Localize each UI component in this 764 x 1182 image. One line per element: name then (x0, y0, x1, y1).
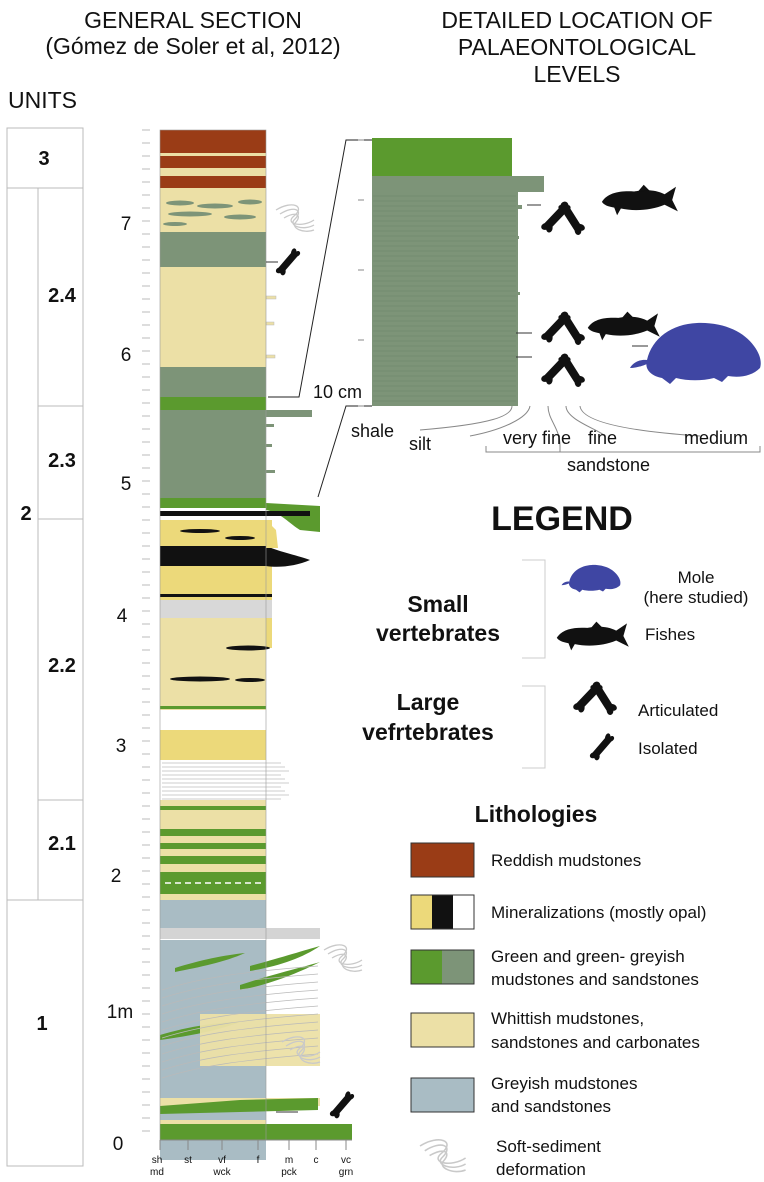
legend-swatch-mineralizations (410, 894, 475, 930)
legend-greyish-label-line2: and sandstones (491, 1097, 611, 1116)
detail-axis-very-fine: very fine (503, 428, 571, 448)
detailed-title-line3: LEVELS (534, 61, 621, 87)
isolated-bone-icon (274, 246, 302, 278)
isolated-bone-icon (588, 731, 616, 763)
grain-axis-pck: pck (281, 1167, 298, 1178)
scale-minor-ticks (142, 129, 150, 1132)
grain-axis-vc: vc (341, 1155, 351, 1166)
legend-large-vertebrates-line2: vefrtebrates (362, 719, 494, 745)
detailed-title-line2: PALAEONTOLOGICAL (458, 34, 696, 60)
legend-swatch-reddish (410, 842, 475, 878)
legend-whitish-label-line2: sandstones and carbonates (491, 1033, 700, 1052)
legend-swatch-greyish (410, 1077, 475, 1113)
unit-2-2-label: 2.2 (48, 655, 76, 677)
legend-large-vertebrates-line1: Large (397, 689, 460, 715)
grain-axis-md: md (150, 1167, 164, 1178)
detail-axis-shale: shale (351, 421, 394, 441)
legend-swatch-green (410, 949, 475, 985)
legend-title: LEGEND (491, 500, 633, 538)
unit-2-1-label: 2.1 (48, 833, 76, 855)
grain-axis-grn: grn (339, 1167, 353, 1178)
grain-axis-wck: wck (212, 1167, 231, 1178)
detail-grain-axis (419, 405, 761, 453)
soft-sediment-deformation-icon (323, 944, 363, 972)
legend-swatch-whitish (410, 1012, 475, 1048)
lithologies-title: Lithologies (475, 801, 598, 827)
legend-articulated-label: Articulated (638, 701, 718, 720)
legend-soft-label-line1: Soft-sediment (496, 1137, 601, 1156)
legend-mole-label-line2: (here studied) (644, 588, 749, 607)
units-title: UNITS (8, 87, 77, 113)
legend-green-label-line2: mudstones and sandstones (491, 970, 699, 989)
legend-brackets (522, 559, 546, 769)
isolated-bone-icon (328, 1089, 356, 1121)
general-section-title: GENERAL SECTION (84, 7, 302, 33)
detail-ticks (358, 139, 648, 407)
detail-axis-sandstone: sandstone (567, 455, 650, 475)
detail-column (372, 138, 544, 406)
grain-axis-vf: vf (218, 1155, 226, 1166)
scale-tick-6: 6 (121, 345, 132, 366)
unit-2-label: 2 (20, 503, 31, 525)
legend-greyish-label-line1: Greyish mudstones (491, 1074, 637, 1093)
mole-icon (630, 322, 761, 384)
scale-tick-7: 7 (121, 214, 132, 235)
legend-fishes-label: Fishes (645, 625, 695, 644)
articulated-bone-icon (540, 200, 587, 237)
grain-axis-sh: sh (152, 1155, 163, 1166)
grain-axis-st: st (184, 1155, 192, 1166)
unit-1-label: 1 (36, 1013, 47, 1035)
unit-2-4-label: 2.4 (48, 285, 77, 307)
scale-tick-2: 2 (111, 866, 122, 887)
grain-axis-m: m (285, 1155, 293, 1166)
general-section-citation: (Gómez de Soler et al, 2012) (45, 33, 340, 59)
detailed-title-line1: DETAILED LOCATION OF (441, 7, 712, 33)
legend-soft-label-line2: deformation (496, 1160, 586, 1179)
scale-tick-1m: 1m (107, 1002, 133, 1023)
unit-2-3-label: 2.3 (48, 450, 76, 472)
articulated-bone-icon (540, 352, 587, 389)
detail-axis-fine: fine (588, 428, 617, 448)
scale-tick-4: 4 (117, 606, 128, 627)
legend-whitish-label-line1: Whittish mudstones, (491, 1009, 644, 1028)
articulated-bone-icon (540, 310, 587, 347)
soft-sediment-deformation-icon (419, 1139, 467, 1173)
unit-3-label: 3 (38, 148, 49, 170)
scale-tick-0: 0 (113, 1134, 124, 1155)
general-section-column (159, 129, 352, 1160)
legend-mole-label-line1: Mole (678, 568, 715, 587)
legend-small-vertebrates-line2: vertebrates (376, 620, 500, 646)
legend-isolated-label: Isolated (638, 739, 698, 758)
scale-tick-3: 3 (116, 736, 127, 757)
scale-tick-5: 5 (121, 474, 132, 495)
grain-axis-c: c (314, 1155, 319, 1166)
fish-icon (556, 621, 629, 651)
articulated-bone-icon (572, 680, 619, 717)
legend-green-label-line1: Green and green- greyish (491, 947, 685, 966)
units-column (6, 127, 84, 1167)
fish-icon (601, 184, 678, 216)
legend-mineral-label: Mineralizations (mostly opal) (491, 903, 706, 922)
detail-axis-medium: medium (684, 428, 748, 448)
fish-icon (587, 311, 660, 341)
legend-small-vertebrates-line1: Small (407, 591, 468, 617)
zoom-connector (268, 139, 372, 498)
detail-axis-silt: silt (409, 434, 431, 454)
detail-scale-label: 10 cm (313, 382, 362, 402)
grain-axis-ticks (159, 1139, 352, 1150)
mole-icon (561, 564, 621, 593)
legend-reddish-label: Reddish mudstones (491, 851, 641, 870)
soft-sediment-deformation-icon (275, 204, 315, 232)
grain-axis-f: f (257, 1155, 260, 1166)
